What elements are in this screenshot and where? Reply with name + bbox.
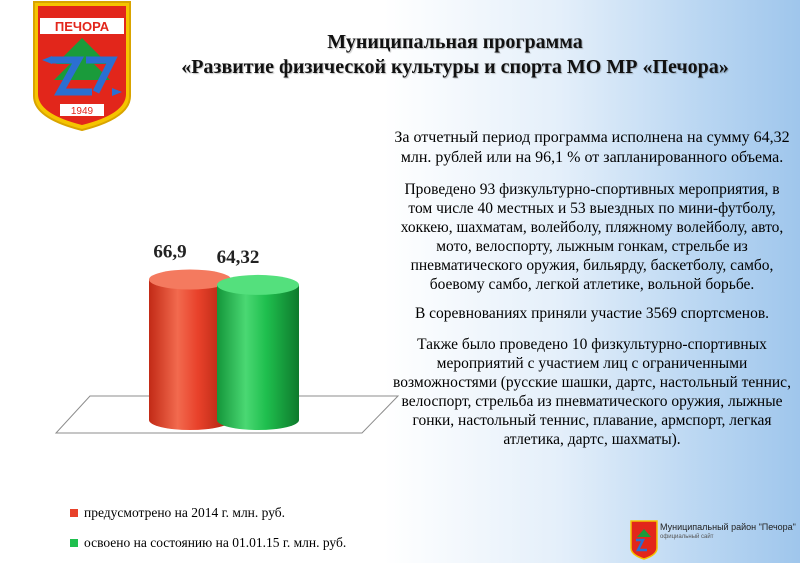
data-label-bar-actual: 64,32 bbox=[217, 247, 260, 268]
data-label-bar-planned: 66,9 bbox=[153, 242, 186, 263]
bar-planned-top bbox=[149, 269, 231, 290]
legend-item-planned: предусмотрено на 2014 г. млн. руб. bbox=[70, 502, 346, 524]
emblem-name-text: ПЕЧОРА bbox=[55, 19, 110, 34]
site-logo-caption: Муниципальный район "Печора" bbox=[660, 522, 796, 532]
legend-item-actual: освоено на состоянию на 01.01.15 г. млн.… bbox=[70, 532, 346, 554]
paragraph-disability-events: Также было проведено 10 физкультурно-спо… bbox=[393, 336, 791, 448]
bar-actual bbox=[217, 274, 299, 430]
bar-planned bbox=[149, 269, 231, 430]
title-line-1: Муниципальная программа bbox=[327, 31, 583, 53]
cylinder-bar-chart: 66,9 64,32 bbox=[54, 242, 400, 434]
site-logo-subcaption: официальный сайт bbox=[660, 534, 714, 540]
site-logo[interactable]: Муниципальный район "Печора" официальный… bbox=[630, 519, 800, 563]
chart-legend: предусмотрено на 2014 г. млн. руб. освое… bbox=[70, 502, 346, 562]
bar-planned-body bbox=[149, 279, 231, 430]
coat-of-arms-emblem: ПЕЧОРА 1949 bbox=[33, 1, 131, 132]
bar-actual-top bbox=[217, 274, 299, 295]
slide-title: Муниципальная программа «Развитие физиче… bbox=[150, 30, 760, 80]
bar-actual-body bbox=[217, 284, 299, 430]
emblem-year-text: 1949 bbox=[71, 106, 94, 117]
paragraph-participants: В соревнованиях приняли участие 3569 спо… bbox=[414, 305, 770, 322]
paragraph-events: Проведено 93 физкультурно-спортивных мер… bbox=[400, 181, 784, 293]
legend-swatch-red bbox=[70, 509, 78, 517]
paragraph-execution-summary: За отчетный период программа исполнена н… bbox=[394, 129, 790, 166]
report-text: За отчетный период программа исполнена н… bbox=[392, 128, 792, 459]
legend-label-planned: предусмотрено на 2014 г. млн. руб. bbox=[84, 505, 286, 520]
legend-label-actual: освоено на состоянию на 01.01.15 г. млн.… bbox=[84, 535, 347, 550]
mini-emblem-icon bbox=[630, 520, 658, 560]
legend-swatch-green bbox=[70, 539, 78, 547]
title-line-2: «Развитие физической культуры и спорта М… bbox=[181, 56, 729, 78]
